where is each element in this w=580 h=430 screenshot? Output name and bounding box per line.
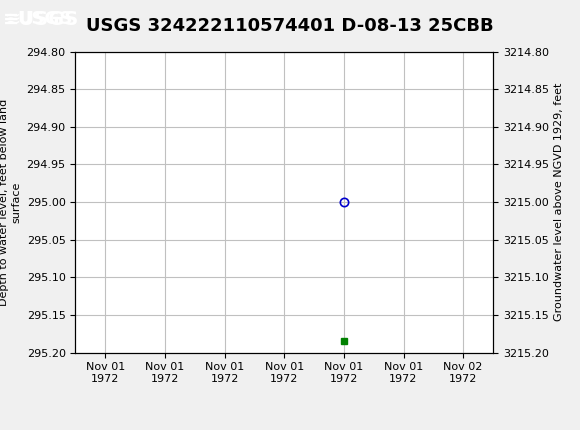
Text: ≡USGS: ≡USGS bbox=[3, 10, 79, 29]
Text: ≋: ≋ bbox=[5, 10, 21, 29]
Text: USGS 324222110574401 D-08-13 25CBB: USGS 324222110574401 D-08-13 25CBB bbox=[86, 17, 494, 35]
Y-axis label: Groundwater level above NGVD 1929, feet: Groundwater level above NGVD 1929, feet bbox=[554, 83, 564, 321]
Text: USGS: USGS bbox=[17, 10, 72, 28]
Y-axis label: Depth to water level, feet below land
surface: Depth to water level, feet below land su… bbox=[0, 98, 21, 306]
